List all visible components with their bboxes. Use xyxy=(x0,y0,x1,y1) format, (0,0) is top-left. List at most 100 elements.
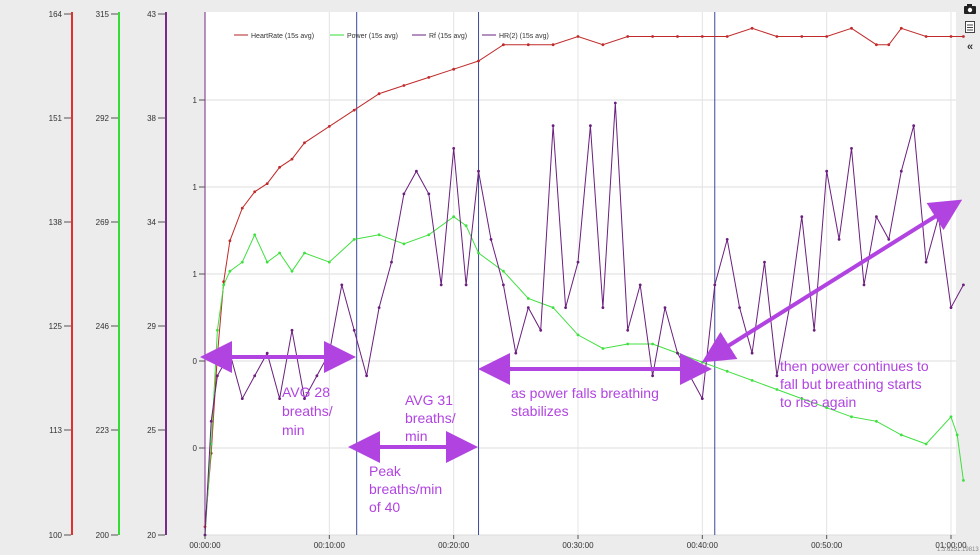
data-point-rf xyxy=(700,397,704,400)
camera-glyph xyxy=(964,4,976,14)
data-point-hr xyxy=(427,76,431,79)
data-point-hr xyxy=(253,190,257,194)
data-point-rf xyxy=(638,283,642,287)
legend-rf: Rf (15s avg) xyxy=(429,33,467,40)
data-point-hr xyxy=(725,35,729,38)
data-point-rf xyxy=(327,351,331,355)
data-point-power xyxy=(700,360,704,364)
data-point-rf xyxy=(862,283,866,287)
axis-label-rf: 25 xyxy=(147,426,156,435)
data-point-power xyxy=(452,215,456,219)
data-point-power xyxy=(464,224,468,228)
data-point-rf xyxy=(415,169,418,173)
arrow-continues xyxy=(701,199,963,363)
data-point-rf xyxy=(837,238,841,241)
data-point-rf xyxy=(265,351,269,355)
data-point-power xyxy=(253,233,257,237)
data-point-rf xyxy=(390,260,393,264)
data-point-power xyxy=(278,251,281,255)
data-point-power xyxy=(875,419,878,423)
data-point-rf xyxy=(800,215,804,219)
data-point-rf xyxy=(850,147,853,150)
data-point-rf xyxy=(601,306,605,309)
data-point-rf xyxy=(526,306,530,309)
axis-label-hr: 151 xyxy=(49,114,63,123)
data-point-power xyxy=(825,406,829,410)
axis-label-hr2: 1 xyxy=(193,183,198,192)
axis-label-rf: 29 xyxy=(147,322,156,331)
annot-continues-2: fall but breathing starts xyxy=(780,376,922,392)
data-point-rf xyxy=(216,374,219,378)
axis-label-hr: 113 xyxy=(49,426,62,435)
data-point-rf xyxy=(750,351,754,355)
data-point-rf xyxy=(676,351,679,355)
x-tick-label: 01:00:00 xyxy=(935,541,967,550)
axis-label-hr: 164 xyxy=(49,10,63,19)
data-point-power xyxy=(949,415,953,419)
data-point-power xyxy=(222,283,226,287)
data-point-power xyxy=(526,297,530,300)
data-point-power xyxy=(240,260,244,264)
x-tick-label: 00:00:00 xyxy=(189,541,221,550)
data-point-rf xyxy=(564,306,567,309)
data-point-rf xyxy=(589,124,592,128)
legend-power: Power (15s avg) xyxy=(347,33,398,40)
document-icon[interactable] xyxy=(962,20,978,34)
axis-label-power: 292 xyxy=(96,114,110,123)
data-point-power xyxy=(551,306,555,309)
data-point-rf xyxy=(576,260,580,264)
data-point-hr xyxy=(228,239,232,243)
collapse-button[interactable]: « xyxy=(966,41,974,53)
data-point-hr xyxy=(551,43,555,47)
data-point-hr xyxy=(875,43,878,47)
x-tick-label: 00:50:00 xyxy=(811,541,843,550)
data-point-rf xyxy=(464,283,468,287)
data-point-hr xyxy=(899,26,903,30)
data-point-hr xyxy=(924,35,928,38)
data-point-hr xyxy=(750,26,754,30)
data-point-rf xyxy=(477,169,480,173)
version-label: 1.3.6251.19813 xyxy=(937,547,979,553)
annot-continues-1: then power continues to xyxy=(780,358,929,374)
data-point-rf xyxy=(203,533,207,537)
data-point-power xyxy=(800,397,804,400)
data-point-hr xyxy=(700,35,704,38)
x-axis: 00:00:00 00:10:00 00:20:00 00:30:00 00:40:00… xyxy=(189,535,967,550)
data-point-power xyxy=(775,388,779,391)
data-point-rf xyxy=(887,238,891,241)
data-point-rf xyxy=(551,124,555,128)
axis-label-rf: 38 xyxy=(147,114,156,123)
data-point-hr xyxy=(651,35,654,38)
data-point-rf xyxy=(651,374,654,378)
data-point-power xyxy=(924,442,928,446)
data-point-rf xyxy=(626,328,630,332)
data-point-rf xyxy=(949,306,953,309)
annot-power-falls-1: as power falls breathing xyxy=(511,385,659,401)
data-point-rf xyxy=(875,215,878,219)
data-point-rf xyxy=(738,306,741,309)
data-point-power xyxy=(327,260,331,264)
data-point-rf xyxy=(427,192,431,196)
camera-icon[interactable] xyxy=(962,2,978,16)
data-point-rf xyxy=(899,169,903,173)
annot-avg28-1: AVG 28 xyxy=(282,384,330,400)
data-point-hr xyxy=(526,43,530,47)
annotation-arrows xyxy=(200,199,963,463)
data-point-rf xyxy=(725,238,729,241)
data-point-rf xyxy=(688,374,692,378)
data-point-hr xyxy=(676,35,679,38)
axis-label-hr2: 1 xyxy=(193,270,198,279)
data-point-power xyxy=(477,251,480,255)
annot-avg31-1: AVG 31 xyxy=(405,392,453,408)
data-point-power xyxy=(899,433,903,437)
data-point-rf xyxy=(912,124,916,128)
data-point-power xyxy=(427,233,431,237)
data-point-hr xyxy=(626,35,630,38)
data-point-rf xyxy=(825,169,829,173)
data-point-rf xyxy=(489,238,493,241)
series-line-power xyxy=(204,216,964,536)
data-point-hr xyxy=(601,43,605,47)
data-point-rf xyxy=(539,328,543,332)
legend-hr2: HR(2) (15s avg) xyxy=(499,33,549,40)
